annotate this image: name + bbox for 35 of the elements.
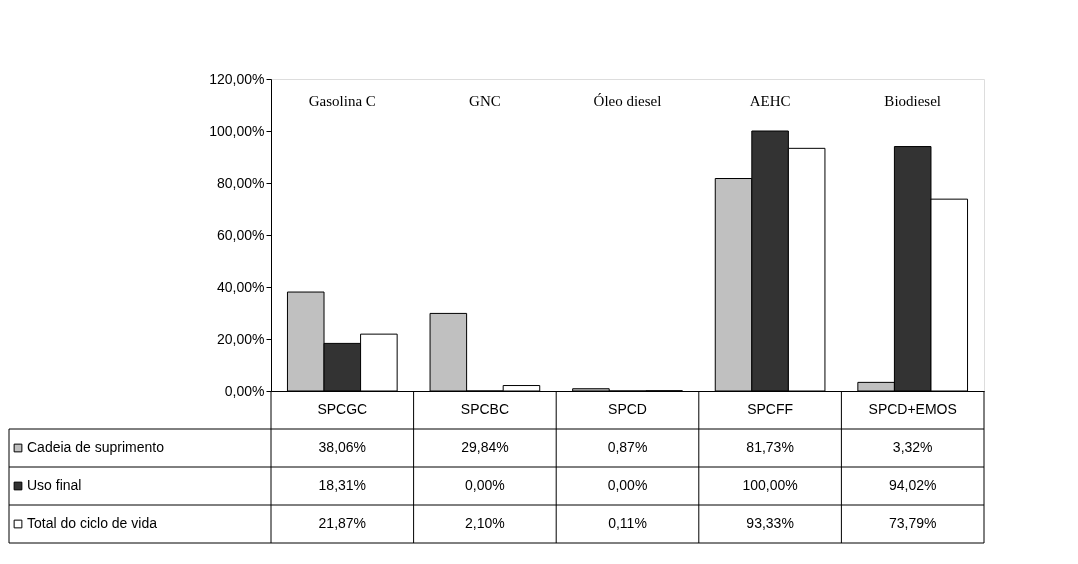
- legend-label: Total do ciclo de vida: [27, 515, 158, 531]
- data-label: 0,11%: [608, 515, 647, 531]
- data-label: 93,33%: [746, 515, 794, 531]
- y-tick-label: 20,00%: [217, 330, 265, 347]
- y-tick-label: 120,00%: [209, 70, 265, 87]
- data-label: 73,79%: [888, 515, 937, 531]
- data-label: 0,00%: [465, 477, 505, 493]
- data-label: 100,00%: [742, 477, 798, 493]
- annotation: GNC: [469, 93, 501, 109]
- data-label: 2,10%: [465, 515, 505, 531]
- y-tick-label: 100,00%: [209, 122, 265, 139]
- y-tick-label: 80,00%: [217, 174, 265, 191]
- data-label: 38,06%: [318, 439, 367, 455]
- y-tick-label: 0,00%: [224, 382, 265, 399]
- x-tick-label: SPCFF: [747, 400, 794, 417]
- data-label: 81,73%: [746, 439, 794, 455]
- x-tick-label: SPCD+EMOS: [868, 400, 957, 417]
- x-tick-label: SPCD: [608, 400, 647, 417]
- x-tick-label: SPCGC: [317, 400, 368, 417]
- data-label: 94,02%: [888, 477, 937, 493]
- y-tick-label: 60,00%: [217, 226, 265, 243]
- data-label: 0,00%: [607, 477, 648, 493]
- annotation: AEHC: [749, 93, 791, 109]
- data-label: 3,32%: [892, 439, 933, 455]
- annotation: Gasolina C: [308, 93, 376, 109]
- data-label: 18,31%: [318, 477, 367, 493]
- legend-label: Uso final: [27, 477, 82, 493]
- annotation: Óleo diesel: [593, 93, 662, 109]
- annotation: Biodiesel: [884, 93, 942, 109]
- data-label: 21,87%: [318, 515, 367, 531]
- y-tick-label: 40,00%: [217, 278, 265, 295]
- data-label: 29,84%: [461, 439, 509, 455]
- data-label: 0,87%: [607, 439, 648, 455]
- legend-label: Cadeia de suprimento: [27, 439, 165, 455]
- x-tick-label: SPCBC: [460, 400, 510, 417]
